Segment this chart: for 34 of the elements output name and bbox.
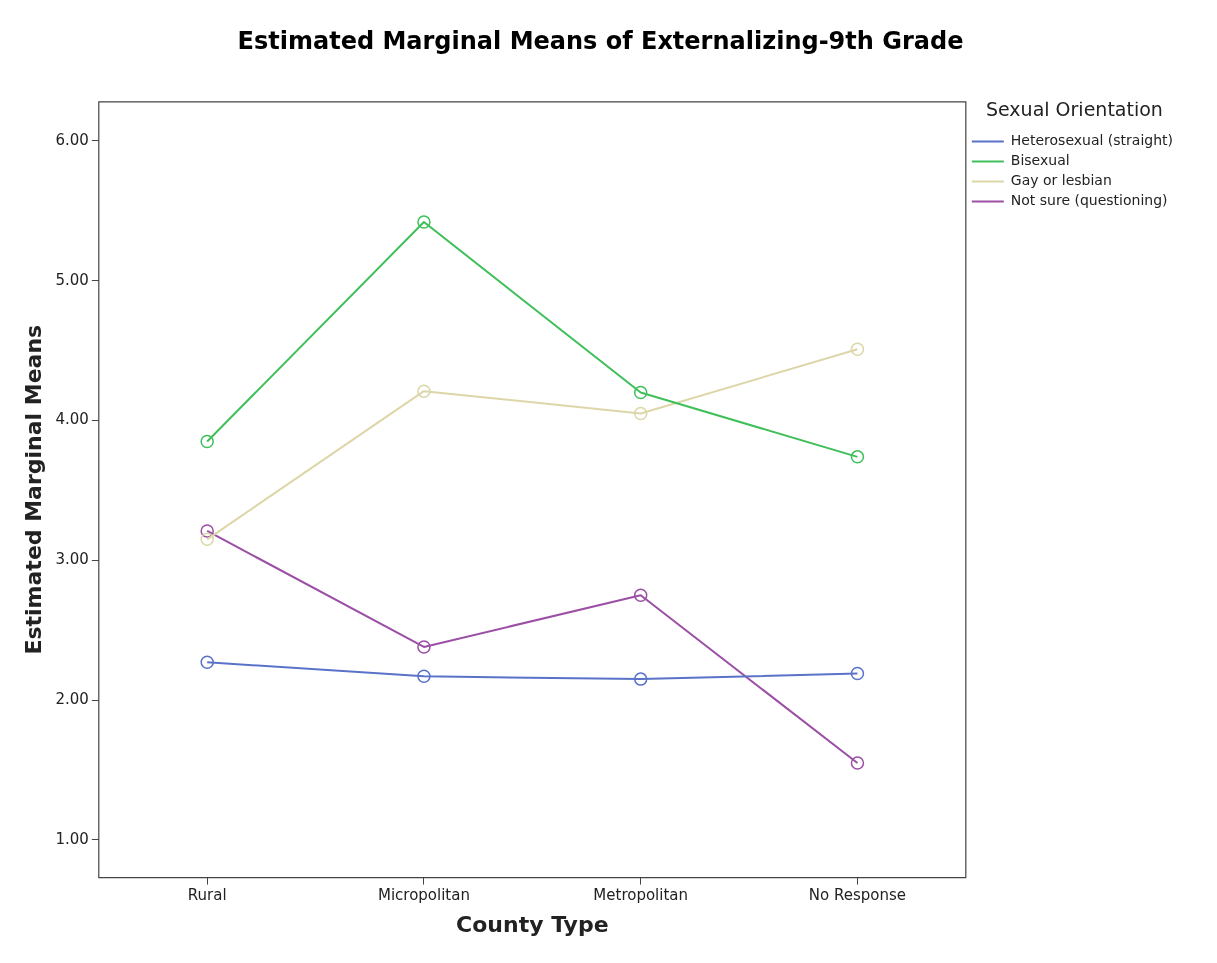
legend-label: Gay or lesbian <box>1010 172 1112 189</box>
y-tick-label: 6.00 <box>55 130 89 149</box>
point <box>200 434 214 449</box>
point <box>633 588 648 602</box>
x-tick-label: Rural <box>187 886 227 905</box>
point <box>633 385 648 400</box>
legend-label: Not sure (questioning) <box>1010 192 1168 209</box>
point <box>850 666 865 681</box>
point <box>850 450 865 464</box>
y-axis-title: Estimated Marginal Means <box>20 324 46 655</box>
point <box>417 384 431 398</box>
chart-title: Estimated Marginal Means of Externalizing-9th Grade <box>237 26 964 55</box>
legend-label: Heterosexual (straight) <box>1010 132 1174 149</box>
point <box>200 524 214 538</box>
point <box>850 756 865 770</box>
y-tick-label: 1.00 <box>55 829 89 848</box>
point <box>633 672 648 686</box>
x-tick-label: Metropolitan <box>593 886 689 905</box>
y-tick-label: 5.00 <box>55 270 89 289</box>
point <box>850 342 865 356</box>
legend-title: Sexual Orientation <box>985 98 1163 121</box>
point <box>417 640 431 654</box>
y-tick-label: 3.00 <box>55 550 89 569</box>
y-tick-label: 4.00 <box>55 410 89 429</box>
y-tick-label: 2.00 <box>55 689 89 708</box>
point <box>633 406 648 421</box>
point <box>200 655 214 670</box>
x-axis-title: County Type <box>456 911 609 937</box>
point <box>417 669 431 684</box>
point <box>200 532 214 547</box>
x-tick-label: Micropolitan <box>377 886 470 905</box>
x-tick-label: No Response <box>808 886 907 905</box>
legend-label: Bisexual <box>1010 152 1070 169</box>
point <box>417 215 431 229</box>
